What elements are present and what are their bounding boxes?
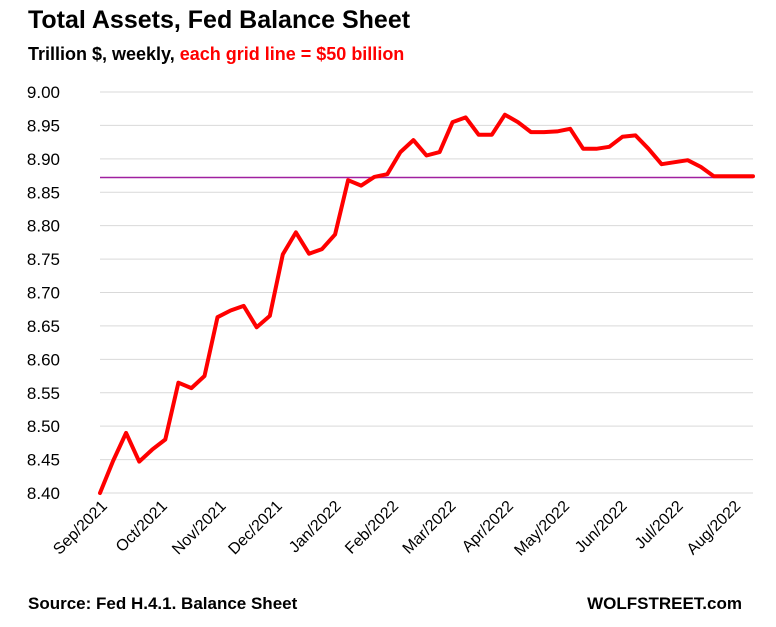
- brand-label: WOLFSTREET.com: [587, 594, 742, 613]
- x-tick-label: Feb/2022: [342, 498, 402, 558]
- y-tick-label: 8.70: [27, 284, 60, 303]
- grid-lines: [100, 91, 753, 494]
- x-tick-label: Jun/2022: [572, 498, 631, 557]
- x-tick-label: Aug/2022: [684, 498, 745, 559]
- x-tick-label: Dec/2021: [225, 498, 286, 559]
- y-tick-label: 8.45: [27, 451, 60, 470]
- x-tick-label: Jul/2022: [632, 498, 687, 553]
- source-note: Source: Fed H.4.1. Balance Sheet: [28, 594, 298, 613]
- y-tick-label: 9.00: [27, 83, 60, 102]
- y-tick-label: 8.75: [27, 250, 60, 269]
- x-tick-label: Nov/2021: [169, 498, 230, 559]
- x-tick-label: Jan/2022: [286, 498, 345, 557]
- y-axis-ticks: 8.40 8.45 8.50 8.55 8.60 8.65 8.70 8.75 8.80 8.85…: [27, 83, 60, 503]
- x-tick-label: Mar/2022: [400, 498, 460, 558]
- x-tick-label: May/2022: [511, 498, 573, 560]
- x-tick-label: Sep/2021: [50, 498, 111, 559]
- chart-subtitle: Trillion $, weekly, each grid line = $50…: [28, 44, 404, 65]
- chart-title: Total Assets, Fed Balance Sheet: [28, 6, 411, 34]
- subtitle-gridline-note: each grid line = $50 billion: [179, 44, 405, 64]
- y-tick-label: 8.60: [27, 350, 60, 369]
- y-tick-label: 8.90: [27, 150, 60, 169]
- series-line-total-assets: [98, 112, 755, 495]
- x-tick-label: Apr/2022: [459, 498, 517, 556]
- subtitle-units: Trillion $, weekly,: [28, 44, 180, 64]
- y-tick-label: 8.85: [27, 183, 60, 202]
- x-tick-label: Oct/2021: [113, 498, 171, 556]
- series-points: [99, 114, 754, 494]
- y-tick-label: 8.50: [27, 417, 60, 436]
- y-tick-label: 8.55: [27, 384, 60, 403]
- y-tick-label: 8.80: [27, 217, 60, 236]
- y-tick-label: 8.40: [27, 484, 60, 503]
- y-tick-label: 8.65: [27, 317, 60, 336]
- y-tick-label: 8.95: [27, 116, 60, 135]
